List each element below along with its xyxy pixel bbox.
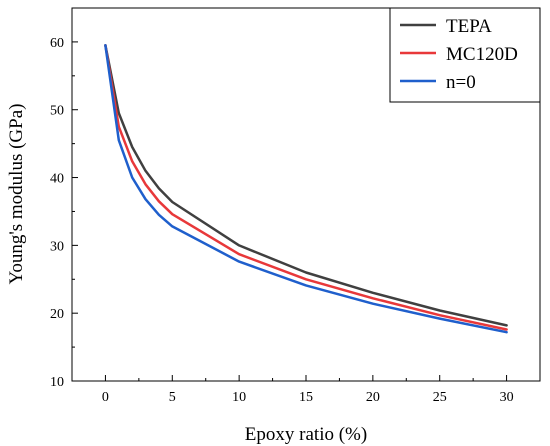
legend-box bbox=[389, 7, 541, 103]
y-axis-title: Young's modulus (GPa) bbox=[6, 104, 27, 285]
legend-label: MC120D bbox=[446, 44, 518, 65]
y-tick-label: 30 bbox=[50, 239, 64, 254]
x-tick-label: 20 bbox=[366, 390, 380, 405]
x-tick-label: 5 bbox=[169, 390, 176, 405]
series-line-n-0 bbox=[104, 44, 508, 334]
y-tick-label: 40 bbox=[50, 172, 64, 187]
x-axis: 0 5 10 15 20 25 30 bbox=[102, 375, 514, 405]
x-tick-label: 25 bbox=[433, 390, 447, 405]
legend: TEPA MC120D n=0 bbox=[389, 7, 541, 103]
y-tick-label: 60 bbox=[50, 36, 64, 51]
legend-label: TEPA bbox=[446, 16, 492, 37]
y-tick-label: 10 bbox=[50, 375, 64, 390]
y-tick-label: 50 bbox=[50, 104, 64, 119]
series-line-tepa bbox=[104, 44, 508, 327]
x-tick-label: 15 bbox=[299, 390, 313, 405]
y-tick-label: 20 bbox=[50, 307, 64, 322]
series-lines bbox=[104, 44, 508, 334]
y-axis: 10 20 30 40 50 60 bbox=[50, 36, 78, 390]
series-line-mc120d bbox=[104, 44, 508, 331]
x-tick-label: 0 bbox=[102, 390, 109, 405]
x-tick-label: 30 bbox=[500, 390, 514, 405]
legend-label: n=0 bbox=[446, 72, 476, 93]
x-tick-label: 10 bbox=[232, 390, 246, 405]
x-axis-title: Epoxy ratio (%) bbox=[245, 424, 367, 445]
